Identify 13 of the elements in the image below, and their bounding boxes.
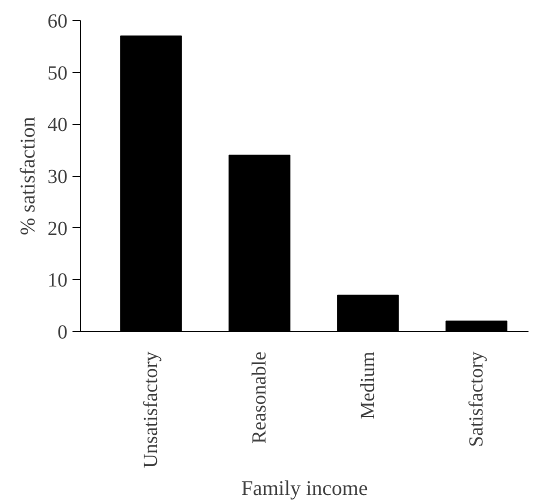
x-tick-label: Satisfactory <box>465 351 488 448</box>
x-tick-label: Reasonable <box>248 351 270 444</box>
y-tick-label: 30 <box>48 166 68 188</box>
y-tick-label: 60 <box>48 10 68 32</box>
y-axis-title: % satisfaction <box>16 116 40 236</box>
y-tick-label: 40 <box>48 114 68 136</box>
y-tick-label: 50 <box>48 62 68 84</box>
x-axis-title: Family income <box>241 476 368 500</box>
x-tick-label: Medium <box>356 351 379 420</box>
y-tick-label: 20 <box>48 218 68 240</box>
x-tick-label: Unsatisfactory <box>140 351 162 468</box>
y-tick-label: 0 <box>58 322 68 344</box>
y-tick-label: 10 <box>48 270 68 292</box>
